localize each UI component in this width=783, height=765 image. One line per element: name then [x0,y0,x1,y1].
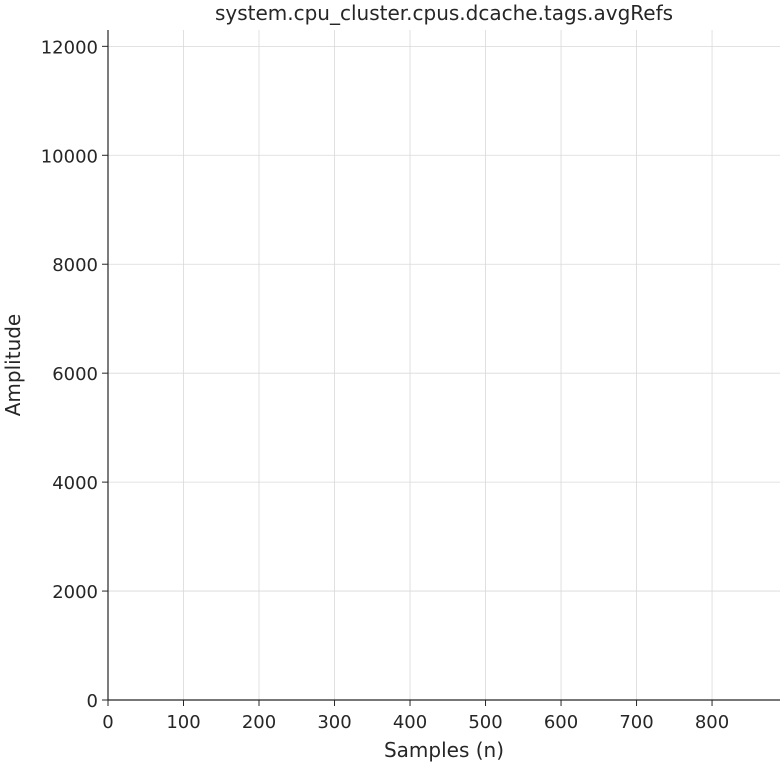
y-axis-label: Amplitude [1,314,25,417]
y-tick-label: 2000 [52,582,98,603]
ticks: 0 100 200 300 400 500 600 700 800020004000600080… [41,37,729,733]
x-tick-label: 600 [544,712,578,733]
x-tick-label: 800 [695,712,729,733]
axes [107,30,780,701]
x-tick-label: 500 [468,712,502,733]
y-tick-label: 12000 [41,37,98,58]
y-tick-label: 10000 [41,146,98,167]
y-tick-label: 6000 [52,364,98,385]
y-tick-label: 8000 [52,255,98,276]
y-tick-label: 0 [87,691,98,712]
x-axis-label: Samples (n) [384,738,504,762]
grid [107,30,780,701]
y-tick-label: 4000 [52,473,98,494]
x-tick-label: 400 [393,712,427,733]
chart-title: system.cpu_cluster.cpus.dcache.tags.avgR… [215,1,673,25]
x-tick-label: 300 [317,712,351,733]
x-tick-label: 100 [166,712,200,733]
x-tick-label: 0 [102,712,113,733]
x-tick-label: 200 [242,712,276,733]
x-tick-label: 700 [619,712,653,733]
